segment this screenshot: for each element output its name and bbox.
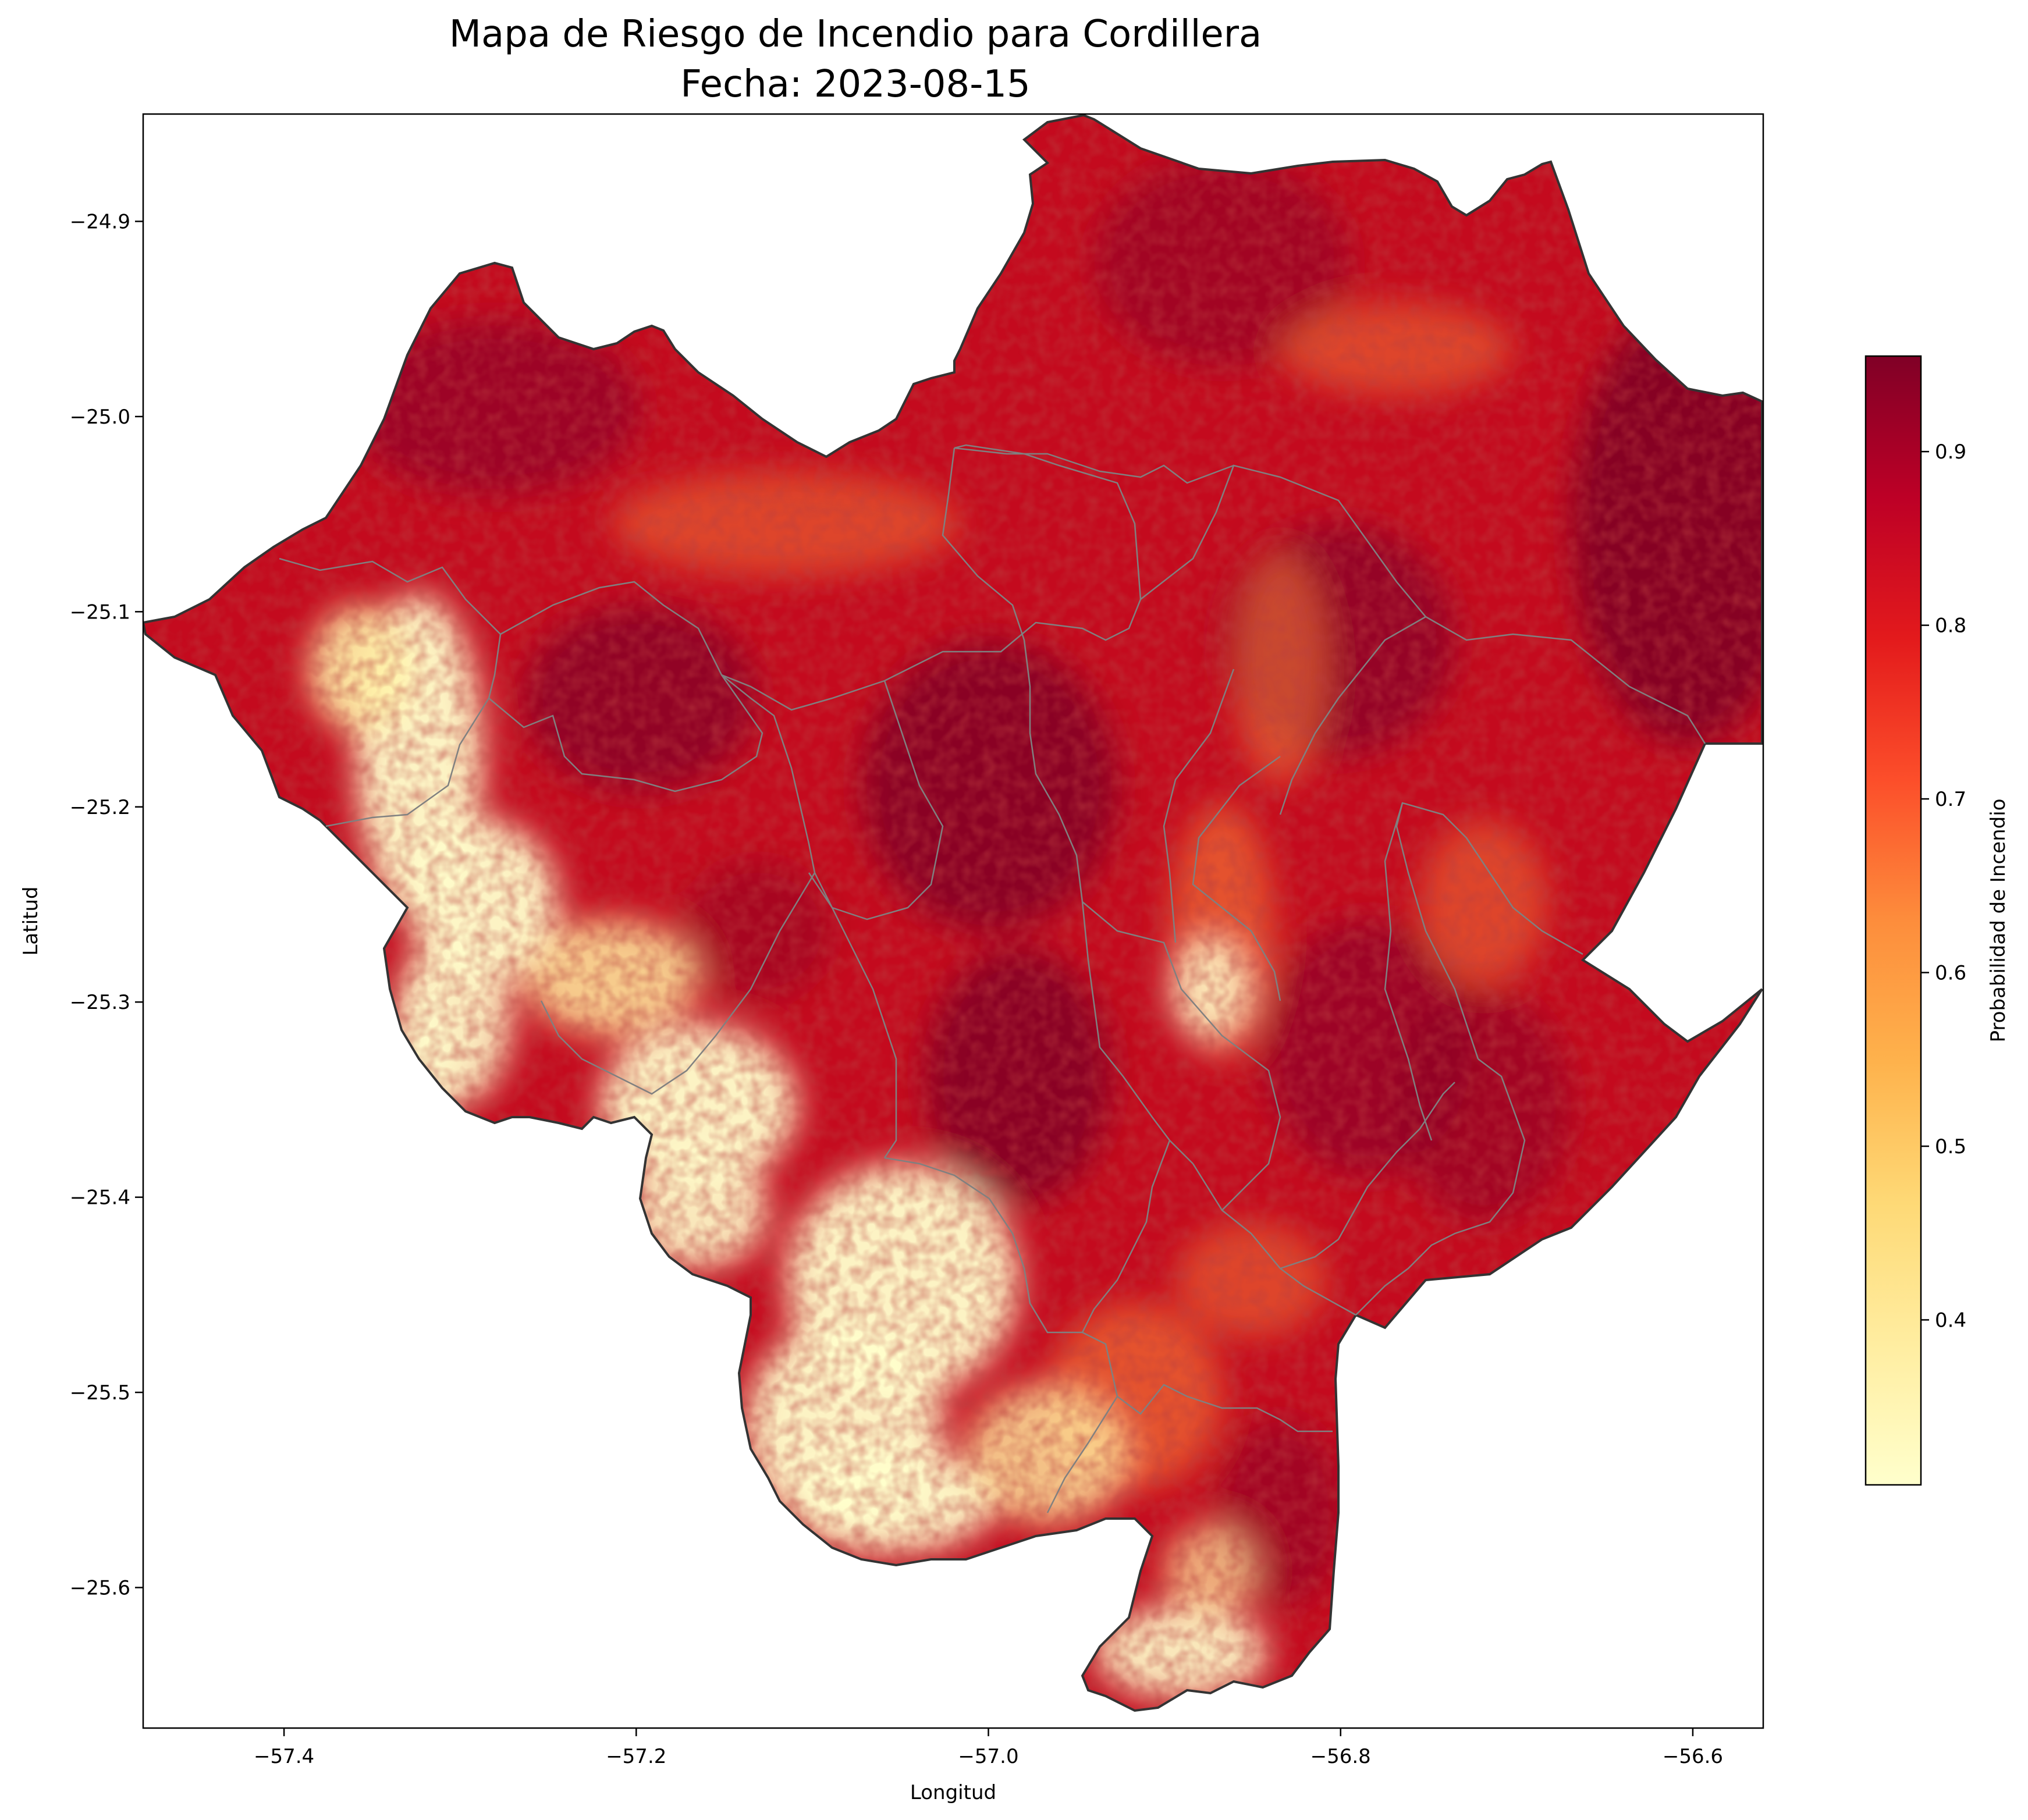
y-tick-label: −25.1 <box>70 600 130 624</box>
y-tick-label: −25.0 <box>70 406 130 429</box>
district-border <box>1280 1082 1455 1270</box>
x-axis: −57.4 −57.2 −57.0 −56.8 −56.6 <box>254 1728 1723 1768</box>
district-border <box>1163 669 1235 943</box>
district-border <box>1192 1163 1356 1316</box>
colorbar-tick-label: 0.5 <box>1935 1135 1966 1158</box>
district-border <box>1082 1331 1333 1432</box>
colorbar-tick-label: 0.6 <box>1935 962 1966 985</box>
district-border <box>488 674 763 792</box>
colorbar: 0.4 0.5 0.6 0.7 0.8 0.9 Probabilidad de Incen… <box>1864 355 2010 1486</box>
district-border <box>808 680 944 920</box>
y-tick-label: −25.2 <box>70 796 130 819</box>
colorbar-ticks: 0.4 0.5 0.6 0.7 0.8 0.9 <box>1921 440 1966 1332</box>
heat-texture <box>143 115 1762 1711</box>
colorbar-tick-label: 0.4 <box>1935 1309 1966 1332</box>
district-border <box>721 444 1142 711</box>
district-border <box>1355 1058 1526 1316</box>
x-tick-label: −56.8 <box>1310 1745 1371 1768</box>
colorbar-tick-label: 0.9 <box>1935 440 1966 464</box>
district-border <box>1395 802 1583 1060</box>
colorbar-gradient <box>1864 355 1922 1486</box>
y-axis-label: Latitud <box>19 886 42 955</box>
colorbar-tick-label: 0.8 <box>1935 614 1966 638</box>
department-outline <box>143 114 1763 1712</box>
map-title-line1: Mapa de Riesgo de Incendio para Cordille… <box>449 13 1262 56</box>
y-tick-label: −25.3 <box>70 991 130 1014</box>
district-border <box>814 872 897 1158</box>
district-border <box>1046 1396 1118 1513</box>
y-tick-label: −25.4 <box>70 1186 130 1210</box>
district-border <box>1082 901 1281 1211</box>
district-border <box>1081 1140 1171 1333</box>
district-border <box>1279 616 1426 815</box>
district-border <box>954 447 1234 484</box>
district-border <box>1140 464 1706 744</box>
district-borders <box>279 444 1706 1513</box>
colorbar-tick-label: 0.7 <box>1935 788 1966 811</box>
heat-layer <box>143 114 1763 1712</box>
district-border <box>942 447 1194 1164</box>
y-tick-label: −25.6 <box>70 1576 130 1599</box>
y-tick-label: −24.9 <box>70 210 130 233</box>
x-tick-label: −56.6 <box>1663 1745 1723 1768</box>
map-title-line2: Fecha: 2023-08-15 <box>680 63 1031 106</box>
district-border <box>884 1157 1082 1334</box>
district-border <box>1384 802 1433 1141</box>
x-tick-label: −57.0 <box>958 1745 1018 1768</box>
x-axis-label: Longitud <box>910 1781 996 1804</box>
axes-frame <box>142 113 1764 1729</box>
x-tick-label: −57.2 <box>606 1745 666 1768</box>
x-tick-label: −57.4 <box>254 1745 314 1768</box>
district-border <box>1192 755 1281 1001</box>
y-axis: −24.9 −25.0 −25.1 −25.2 −25.3 −25.4 −25.5 −25.6 <box>70 210 143 1599</box>
colorbar-label: Probabilidad de Incendio <box>1987 799 2010 1043</box>
y-tick-label: −25.5 <box>70 1381 130 1405</box>
district-border <box>500 581 816 1095</box>
district-border <box>279 557 502 827</box>
